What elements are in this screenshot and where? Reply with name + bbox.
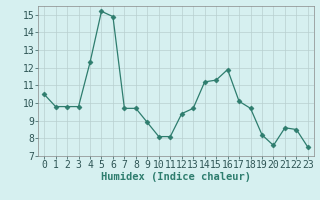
- X-axis label: Humidex (Indice chaleur): Humidex (Indice chaleur): [101, 172, 251, 182]
